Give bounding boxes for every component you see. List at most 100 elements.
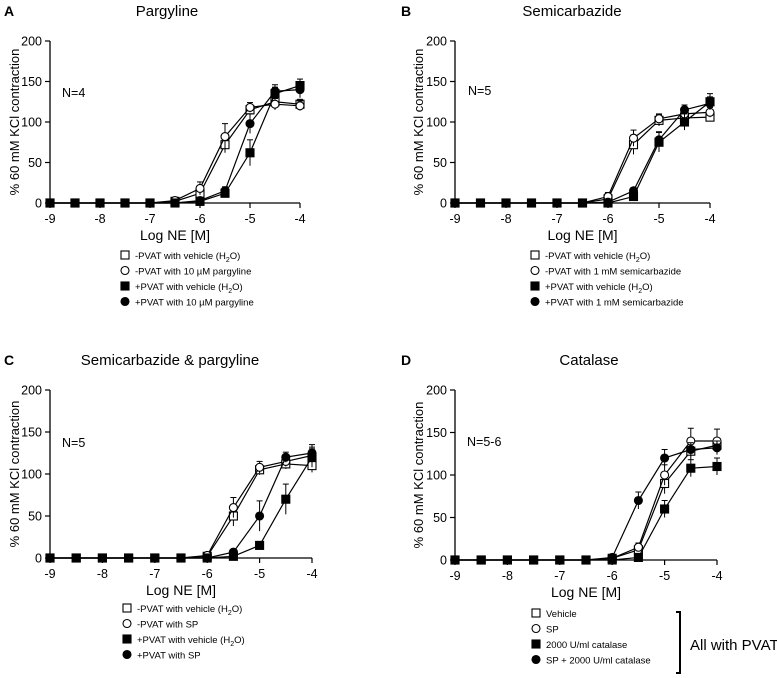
data-point xyxy=(195,196,205,206)
x-tick-label: -6 xyxy=(602,212,613,226)
series-line xyxy=(455,111,711,204)
legend-item: Vehicle xyxy=(531,608,577,620)
panel-label: A xyxy=(4,3,14,19)
legend-label: +PVAT with 10 µM pargyline xyxy=(135,298,254,309)
legend-label: +PVAT with SP xyxy=(137,651,201,662)
data-point xyxy=(228,547,238,557)
legend-item: -PVAT with vehicle (H2O) xyxy=(120,250,241,264)
series-line xyxy=(455,447,718,561)
panel-label: B xyxy=(401,3,411,19)
legend-item: +PVAT with vehicle (H2O) xyxy=(120,281,243,295)
legend-label: +PVAT with vehicle (H2O) xyxy=(135,282,243,295)
legend-text-end: O) xyxy=(640,251,651,262)
data-point xyxy=(307,448,317,458)
x-axis-label: Log NE [M] xyxy=(551,584,621,600)
x-tick-label: -6 xyxy=(202,567,213,581)
legend-subscript: 2 xyxy=(228,288,232,295)
legend-label: -PVAT with SP xyxy=(137,620,198,631)
data-point xyxy=(255,511,265,521)
data-point xyxy=(654,135,664,145)
data-point xyxy=(95,198,105,208)
data-point xyxy=(71,553,81,563)
legend-label: +PVAT with vehicle (H2O) xyxy=(545,282,653,295)
n-label: N=4 xyxy=(62,86,85,100)
legend-item: +PVAT with 1 mM semicarbazide xyxy=(530,296,684,309)
x-tick-label: -9 xyxy=(44,212,55,226)
data-point xyxy=(526,198,537,208)
legend-marker xyxy=(122,649,132,660)
data-point xyxy=(475,198,486,208)
data-point xyxy=(628,186,639,196)
legend-label: Vehicle xyxy=(546,609,577,620)
legend-label: +PVAT with vehicle (H2O) xyxy=(137,635,245,648)
x-tick-label: -9 xyxy=(44,567,55,581)
data-point xyxy=(295,85,305,95)
data-point xyxy=(679,105,690,115)
data-point xyxy=(555,555,565,565)
y-axis-label: % 60 mM KCl contraction xyxy=(7,401,22,548)
legend-label: 2000 U/ml catalase xyxy=(546,640,627,651)
data-point xyxy=(633,552,643,563)
y-tick-label: 200 xyxy=(21,35,42,49)
legend-marker xyxy=(122,618,132,629)
series-0 xyxy=(450,437,722,565)
data-point xyxy=(245,102,255,112)
n-label: N=5-6 xyxy=(467,435,501,449)
x-tick-label: -4 xyxy=(294,212,305,226)
legend-subscript: 2 xyxy=(226,257,230,264)
legend-marker xyxy=(122,634,132,644)
series-0 xyxy=(45,458,317,563)
x-tick-label: -4 xyxy=(306,567,317,581)
data-point xyxy=(633,495,643,506)
series-3 xyxy=(450,96,715,208)
series-0 xyxy=(45,94,305,208)
data-point xyxy=(270,86,280,96)
legend-text: +PVAT with vehicle (H xyxy=(135,282,228,293)
panel-label: C xyxy=(4,352,14,368)
x-tick-label: -4 xyxy=(711,569,722,583)
data-point xyxy=(150,553,160,563)
data-point xyxy=(295,101,305,111)
legend-marker xyxy=(531,623,541,634)
data-point xyxy=(145,198,155,208)
data-point xyxy=(628,133,639,143)
legend-text: SP + 2000 U/ml catalase xyxy=(546,656,651,667)
x-tick-label: -7 xyxy=(144,212,155,226)
legend-item: 2000 U/ml catalase xyxy=(531,639,627,651)
bracket-line xyxy=(676,611,681,674)
data-point xyxy=(202,553,212,563)
x-tick-label: -7 xyxy=(554,569,565,583)
data-point xyxy=(686,444,696,455)
series-line xyxy=(50,101,301,204)
legend-subscript: 2 xyxy=(228,610,232,617)
legend-item: +PVAT with 10 µM pargyline xyxy=(120,296,254,309)
panel-title: Pargyline xyxy=(136,3,199,20)
legend-text-end: O) xyxy=(230,251,241,262)
legend: -PVAT with vehicle (H2O)-PVAT with 10 µM… xyxy=(120,250,254,309)
legend-text: +PVAT with vehicle (H xyxy=(137,635,230,646)
legend-subscript: 2 xyxy=(638,288,642,295)
y-tick-label: 50 xyxy=(433,156,447,170)
legend-text: +PVAT with 1 mM semicarbazide xyxy=(545,298,684,309)
legend-item: +PVAT with vehicle (H2O) xyxy=(530,281,653,295)
series-0 xyxy=(450,112,715,208)
legend-item: +PVAT with SP xyxy=(122,649,201,662)
data-point xyxy=(220,186,230,196)
legend-marker xyxy=(530,281,540,291)
y-axis-label: % 60 mM KCl contraction xyxy=(411,402,426,549)
data-point xyxy=(660,504,670,514)
data-point xyxy=(70,198,80,208)
n-label: N=5 xyxy=(468,84,491,98)
y-tick-label: 200 xyxy=(426,35,447,49)
series-line xyxy=(50,463,313,559)
data-point xyxy=(552,198,562,208)
legend-text: -PVAT with vehicle (H xyxy=(137,604,228,615)
x-tick-label: -6 xyxy=(194,212,205,226)
y-tick-label: 0 xyxy=(35,552,42,566)
y-axis-label: % 60 mM KCl contraction xyxy=(7,49,22,196)
panel-c: C Semicarbazide & pargyline 0 50 100 150 200 -9… xyxy=(4,352,318,662)
data-point xyxy=(603,197,613,207)
series-3 xyxy=(45,444,317,563)
x-tick-label: -5 xyxy=(244,212,255,226)
legend-marker xyxy=(530,296,540,307)
